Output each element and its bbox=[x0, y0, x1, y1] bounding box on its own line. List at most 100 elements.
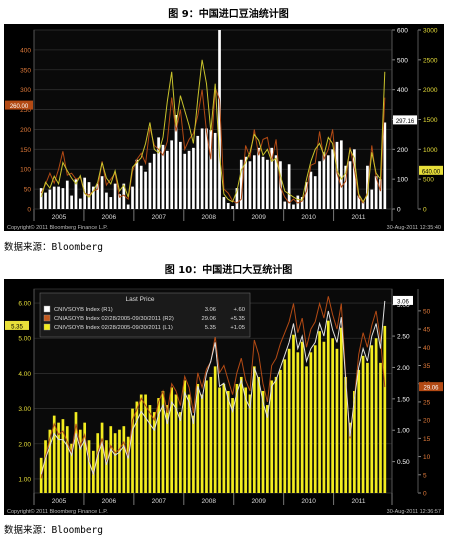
bar bbox=[292, 204, 295, 209]
bar bbox=[283, 359, 287, 493]
left-axis-tick-label: 50 bbox=[24, 187, 32, 194]
right-axis-2-tick-label: 0 bbox=[423, 207, 427, 214]
bar bbox=[192, 415, 195, 493]
bar bbox=[170, 140, 174, 209]
bar bbox=[274, 376, 278, 493]
right-axis-1-tick-label: 100 bbox=[397, 177, 408, 184]
bar bbox=[305, 366, 308, 493]
right-axis-1-tick-label: 0.50 bbox=[397, 459, 410, 466]
legend-swatch bbox=[43, 314, 51, 322]
bar bbox=[239, 376, 243, 493]
right-axis-1-tick-label: 2.00 bbox=[397, 365, 410, 372]
bar bbox=[296, 195, 300, 209]
bar bbox=[266, 405, 269, 493]
bar bbox=[83, 422, 87, 493]
bar bbox=[113, 433, 117, 493]
bar bbox=[200, 394, 204, 493]
bar bbox=[122, 426, 126, 493]
bar bbox=[157, 137, 160, 209]
bar bbox=[348, 161, 352, 209]
bar bbox=[118, 194, 121, 209]
bar bbox=[96, 433, 100, 493]
left-axis-tick-label: 150 bbox=[20, 147, 31, 154]
bar bbox=[318, 161, 321, 209]
left-axis-tick-label: 300 bbox=[20, 87, 31, 94]
bar bbox=[370, 345, 374, 493]
bar bbox=[235, 188, 239, 209]
right-axis-2-tick-label: 50 bbox=[423, 308, 431, 315]
right-axis-2-tick-label: 25 bbox=[423, 399, 431, 406]
bar bbox=[226, 391, 230, 493]
bar bbox=[165, 405, 169, 493]
bar bbox=[126, 436, 130, 493]
bar bbox=[61, 188, 65, 209]
right-axis-1-tick-label: 200 bbox=[397, 147, 408, 154]
legend-swatch bbox=[43, 305, 51, 313]
legend-box bbox=[39, 292, 251, 338]
bar bbox=[122, 183, 126, 209]
x-tick-label: 2011 bbox=[352, 498, 366, 505]
right-axis-1-tick-label: 3.00 bbox=[397, 302, 410, 309]
last-value-tag: 260.00 bbox=[10, 104, 29, 110]
left-axis-tick-label: 100 bbox=[20, 167, 31, 174]
bar bbox=[331, 149, 334, 209]
right-axis-1-tick-label: 400 bbox=[397, 87, 408, 94]
bar bbox=[65, 426, 69, 493]
figure-2-source: 数据来源：Bloomberg bbox=[4, 525, 103, 536]
bar bbox=[339, 327, 343, 493]
bar bbox=[44, 192, 47, 209]
left-axis-tick-label: 350 bbox=[20, 67, 31, 74]
bar bbox=[74, 179, 78, 209]
bar bbox=[209, 376, 213, 493]
bar bbox=[287, 164, 291, 209]
bar bbox=[131, 186, 134, 209]
left-axis-tick-label: 5.00 bbox=[18, 336, 31, 343]
right-axis-1-tick-label: 1.00 bbox=[397, 428, 410, 435]
bar bbox=[353, 391, 356, 493]
left-axis-tick-label: 250 bbox=[20, 107, 31, 114]
bar bbox=[270, 147, 274, 209]
bar bbox=[257, 376, 261, 493]
legend-label: CNIVSOYB Index 02/28/2005-09/30/2011 (L1… bbox=[54, 325, 173, 331]
bar bbox=[366, 362, 369, 493]
last-value-tag-bg bbox=[393, 295, 413, 305]
bar bbox=[70, 443, 73, 493]
x-tick-label: 2009 bbox=[251, 498, 266, 505]
last-value-tag-bg bbox=[393, 115, 417, 125]
series-line bbox=[40, 59, 386, 203]
bar bbox=[170, 387, 174, 493]
bar bbox=[187, 150, 191, 209]
right-axis-1-tick-label: 500 bbox=[397, 57, 408, 64]
bar bbox=[161, 391, 165, 493]
bar bbox=[318, 331, 321, 493]
bar bbox=[313, 345, 317, 493]
right-axis-2-tick-label: 1000 bbox=[423, 147, 438, 154]
bar bbox=[296, 352, 300, 493]
bar bbox=[213, 132, 217, 209]
bar bbox=[205, 380, 208, 493]
bar bbox=[135, 159, 139, 209]
legend-label: CNIASOYB Index 02/28/2005-09/30/2011 (R2… bbox=[54, 316, 174, 322]
bar bbox=[322, 152, 326, 209]
x-tick-label: 2005 bbox=[52, 498, 67, 505]
bar bbox=[192, 147, 195, 209]
bar bbox=[305, 182, 308, 209]
right-axis-2-tick-label: 5 bbox=[423, 472, 427, 479]
bar bbox=[257, 147, 261, 209]
left-axis-tick-label: 1.00 bbox=[18, 476, 31, 483]
right-axis-2-tick-label: 2500 bbox=[423, 57, 438, 64]
last-value-tag: 5.35 bbox=[11, 324, 23, 330]
bar bbox=[270, 380, 274, 493]
bar bbox=[248, 394, 252, 493]
bar bbox=[374, 176, 378, 209]
bar bbox=[287, 348, 291, 493]
bar bbox=[322, 341, 326, 493]
legend-change: +1.05 bbox=[230, 325, 245, 331]
left-axis-tick-label: 0 bbox=[27, 207, 31, 214]
last-value-tag-bg bbox=[5, 320, 29, 330]
bar bbox=[218, 30, 221, 209]
bar bbox=[152, 412, 156, 493]
bar bbox=[231, 398, 234, 493]
legend-value: 5.35 bbox=[205, 325, 216, 331]
bar bbox=[135, 401, 139, 493]
